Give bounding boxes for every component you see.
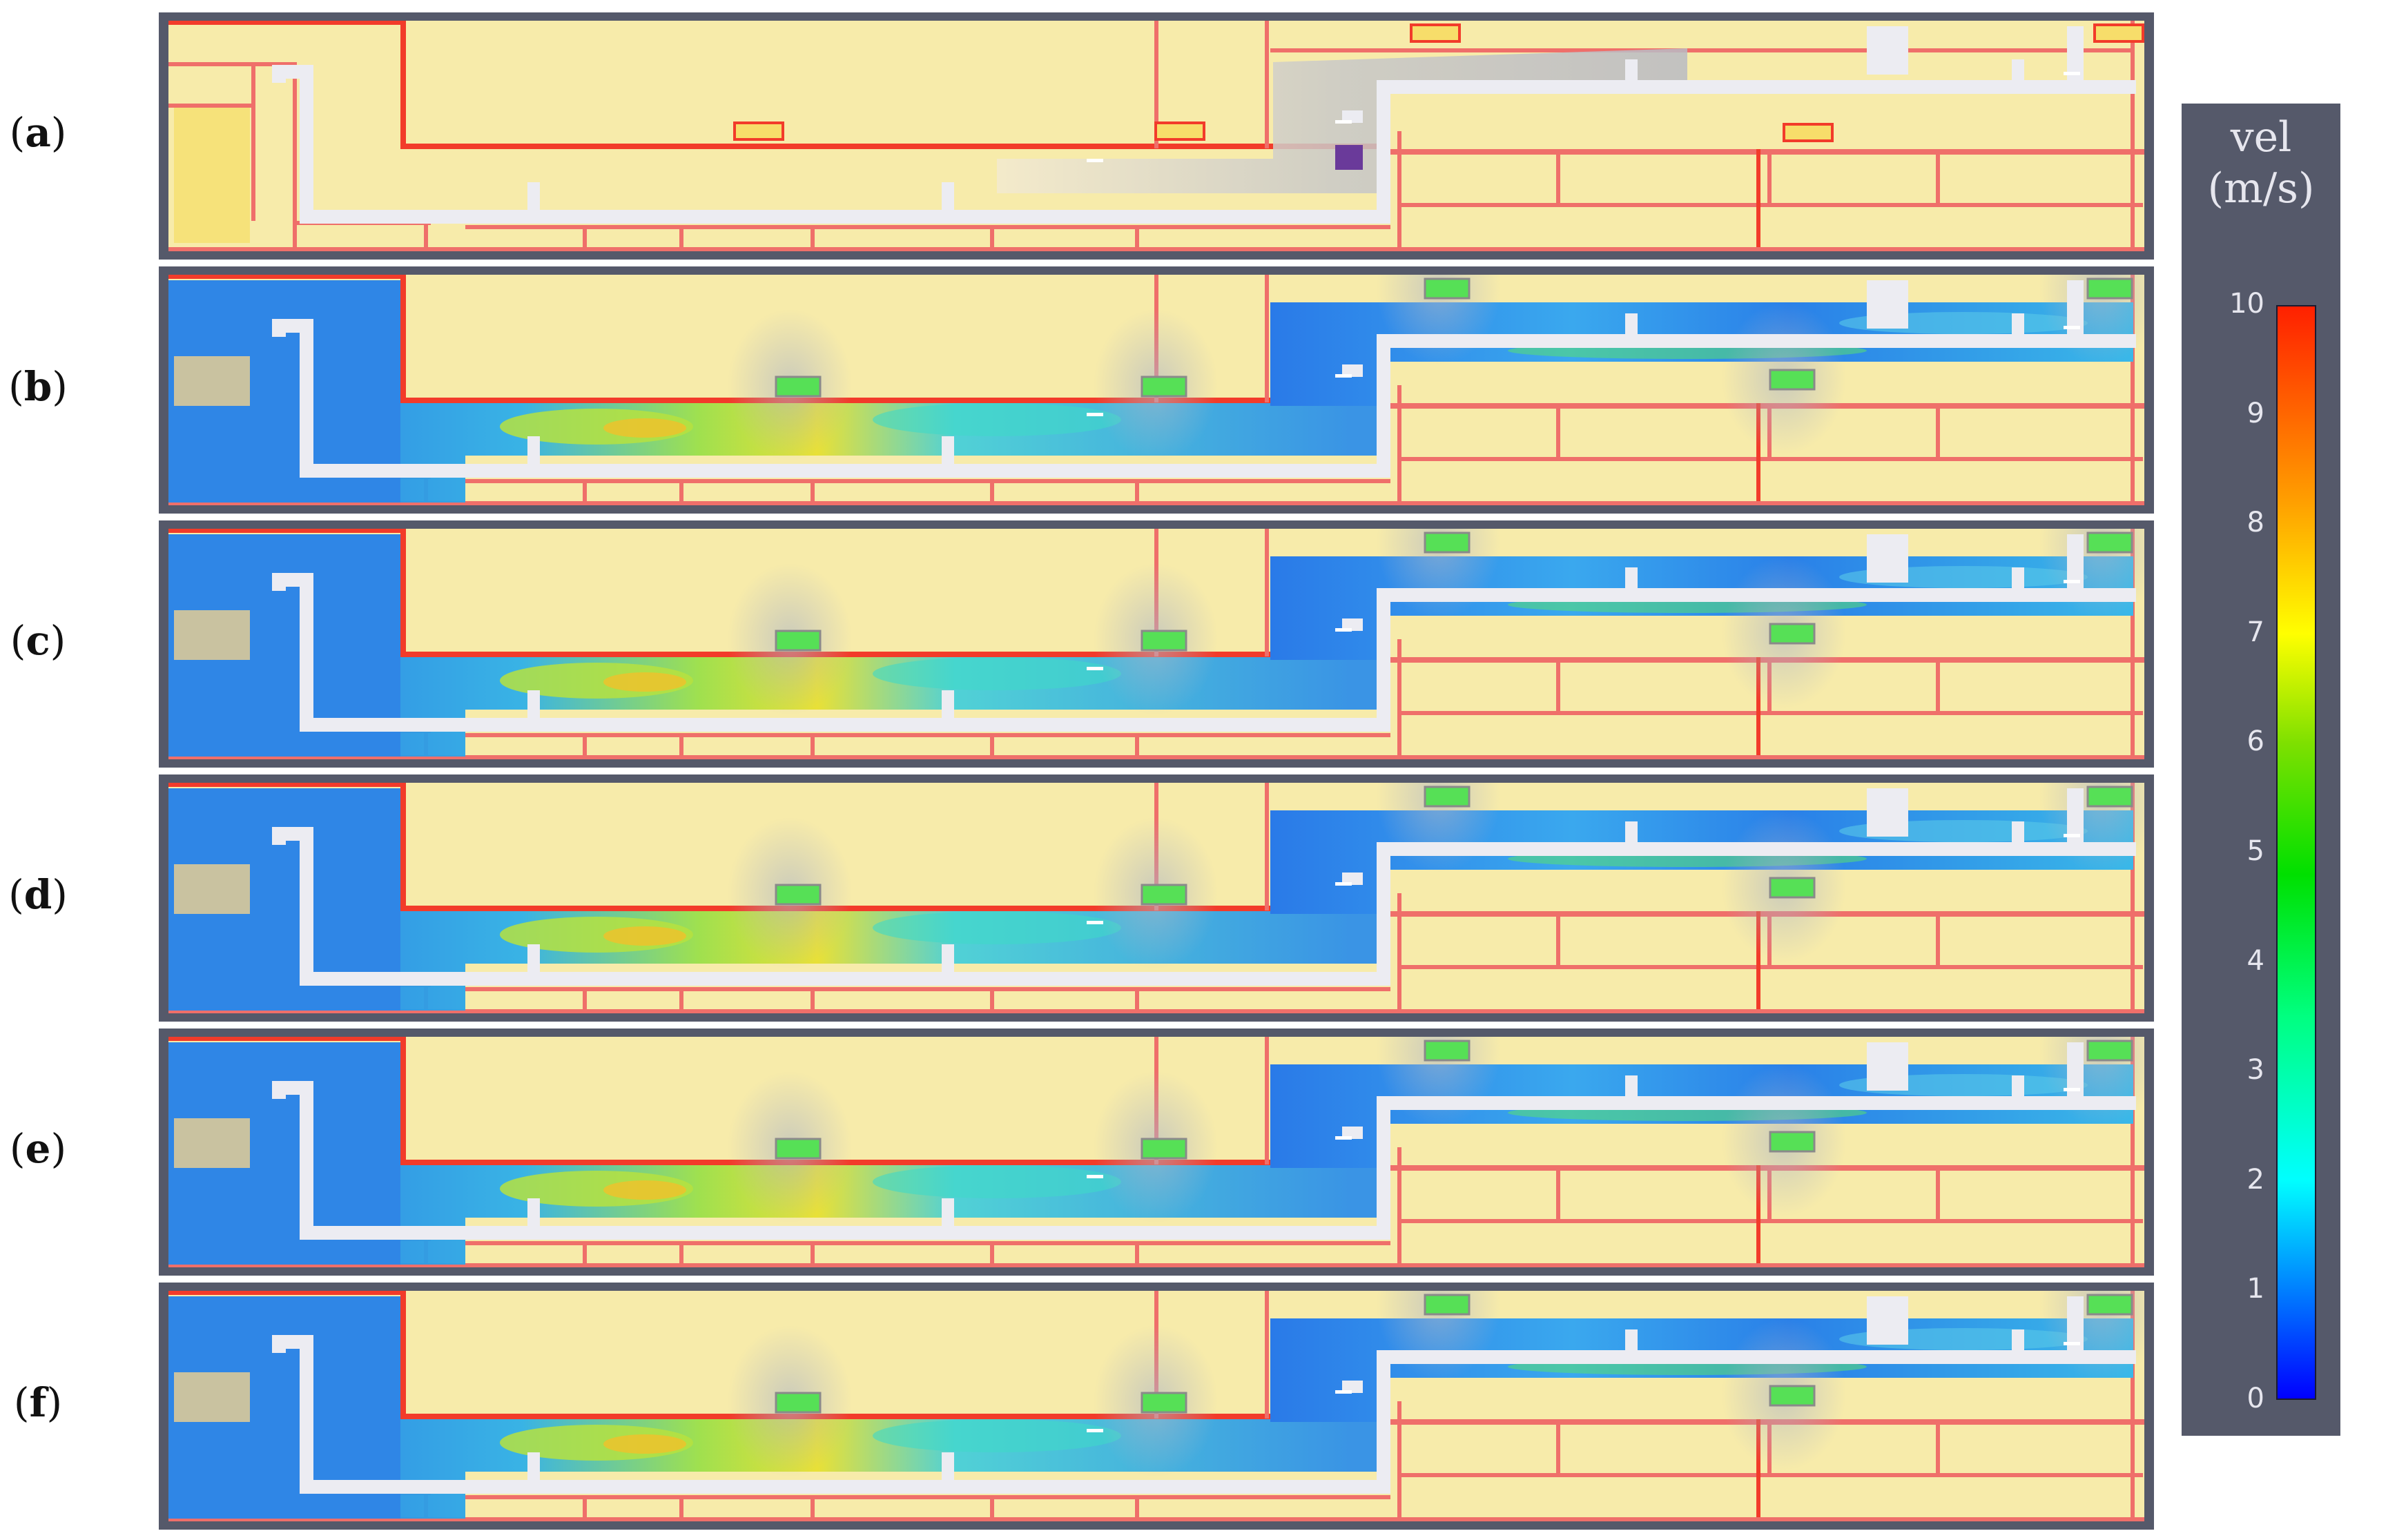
floorplan-panel-a [159, 12, 2154, 260]
colorbar-tick-label: 8 [2246, 507, 2264, 539]
colorbar-tick-label: 6 [2246, 725, 2264, 758]
floorplan-panel-c [159, 520, 2154, 768]
colorbar-tick-label: 2 [2246, 1163, 2264, 1196]
panel-label-b: (b) [8, 363, 68, 410]
floorplan-panel-f [159, 1283, 2154, 1530]
panel-letter: b [23, 363, 52, 410]
panel-letter: a [25, 109, 51, 156]
legend-title-line2: (m/s) [2207, 164, 2315, 213]
panel-letter: d [23, 871, 52, 918]
panel-letter: e [25, 1125, 51, 1172]
colorbar-tick-label: 0 [2246, 1383, 2264, 1414]
colorbar-tick-label: 7 [2246, 616, 2264, 648]
panel-label-d: (d) [8, 871, 68, 918]
floorplan-panel-d [159, 774, 2154, 1022]
panel-letter: f [29, 1379, 47, 1426]
floorplan-panel-e [159, 1029, 2154, 1276]
colorbar-gradient [2276, 305, 2316, 1400]
panel-label-a: (a) [9, 109, 67, 156]
colorbar-tick-label: 4 [2246, 944, 2264, 977]
colorbar-tick-label: 1 [2246, 1273, 2264, 1305]
panel-label-f: (f) [13, 1379, 63, 1426]
panel-label-c: (c) [10, 617, 66, 664]
colorbar-tick-label: 5 [2246, 835, 2264, 867]
legend-title-line1: vel [2230, 113, 2292, 162]
panel-letter: c [26, 617, 50, 664]
velocity-colorbar-legend: vel (m/s) 10 9 8 7 6 5 4 3 2 1 0 [2182, 104, 2340, 1436]
floorplan-panel-b [159, 266, 2154, 514]
colorbar-tick-label: 9 [2246, 397, 2264, 429]
panel-label-e: (e) [9, 1125, 67, 1172]
colorbar-tick-label: 10 [2229, 288, 2264, 320]
colorbar-tick-label: 3 [2246, 1054, 2264, 1086]
